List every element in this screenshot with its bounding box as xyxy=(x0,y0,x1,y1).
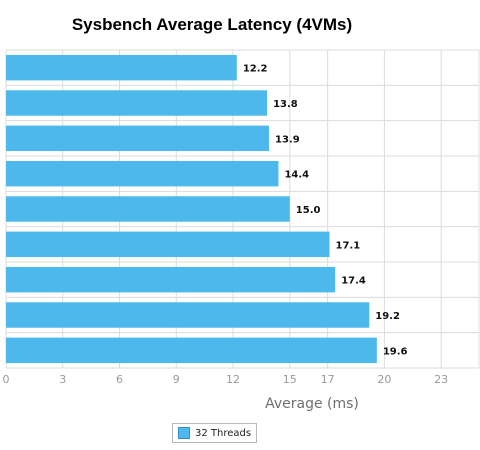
bar-labels: 12.2 13.8 13.9 14.4 15.0 17.1 17.4 19.2 19.6 xyxy=(243,64,408,358)
x-tick-label: 12 xyxy=(226,373,240,386)
bar-value-label: 19.2 xyxy=(375,311,400,322)
x-tick-label: 20 xyxy=(377,373,391,386)
x-tick-label: 0 xyxy=(3,373,10,386)
legend-label: 32 Threads xyxy=(195,427,252,439)
bar-value-label: 19.6 xyxy=(383,346,408,357)
bar-value-label: 17.1 xyxy=(336,240,361,251)
bar[interactable] xyxy=(6,54,237,81)
bar[interactable] xyxy=(6,90,268,116)
bar-value-label: 14.4 xyxy=(284,170,309,181)
bar[interactable] xyxy=(6,266,336,293)
x-axis-ticks: 0 3 6 9 12 15 17 20 23 xyxy=(3,373,449,386)
x-tick-label: 6 xyxy=(116,373,123,386)
bar-value-label: 15.0 xyxy=(296,205,321,216)
bar-value-label: 17.4 xyxy=(341,276,366,287)
bars xyxy=(6,54,377,364)
bar[interactable] xyxy=(6,125,269,152)
chart-title: Sysbench Average Latency (4VMs) xyxy=(71,15,353,34)
x-tick-label: 3 xyxy=(59,373,66,386)
x-tick-label: 23 xyxy=(434,373,448,386)
bar[interactable] xyxy=(6,302,370,328)
legend[interactable]: 32 Threads xyxy=(172,423,258,443)
bar[interactable] xyxy=(6,160,279,187)
bar-value-label: 12.2 xyxy=(243,64,268,75)
x-axis-title: Average (ms) xyxy=(265,396,359,412)
x-tick-label: 17 xyxy=(321,373,335,386)
bar-value-label: 13.9 xyxy=(275,134,300,145)
x-tick-label: 15 xyxy=(283,373,297,386)
bar[interactable] xyxy=(6,231,330,258)
bar[interactable] xyxy=(6,196,290,222)
bar-value-label: 13.8 xyxy=(273,99,298,110)
bar[interactable] xyxy=(6,337,377,364)
legend-swatch xyxy=(178,427,190,439)
x-tick-label: 9 xyxy=(173,373,180,386)
